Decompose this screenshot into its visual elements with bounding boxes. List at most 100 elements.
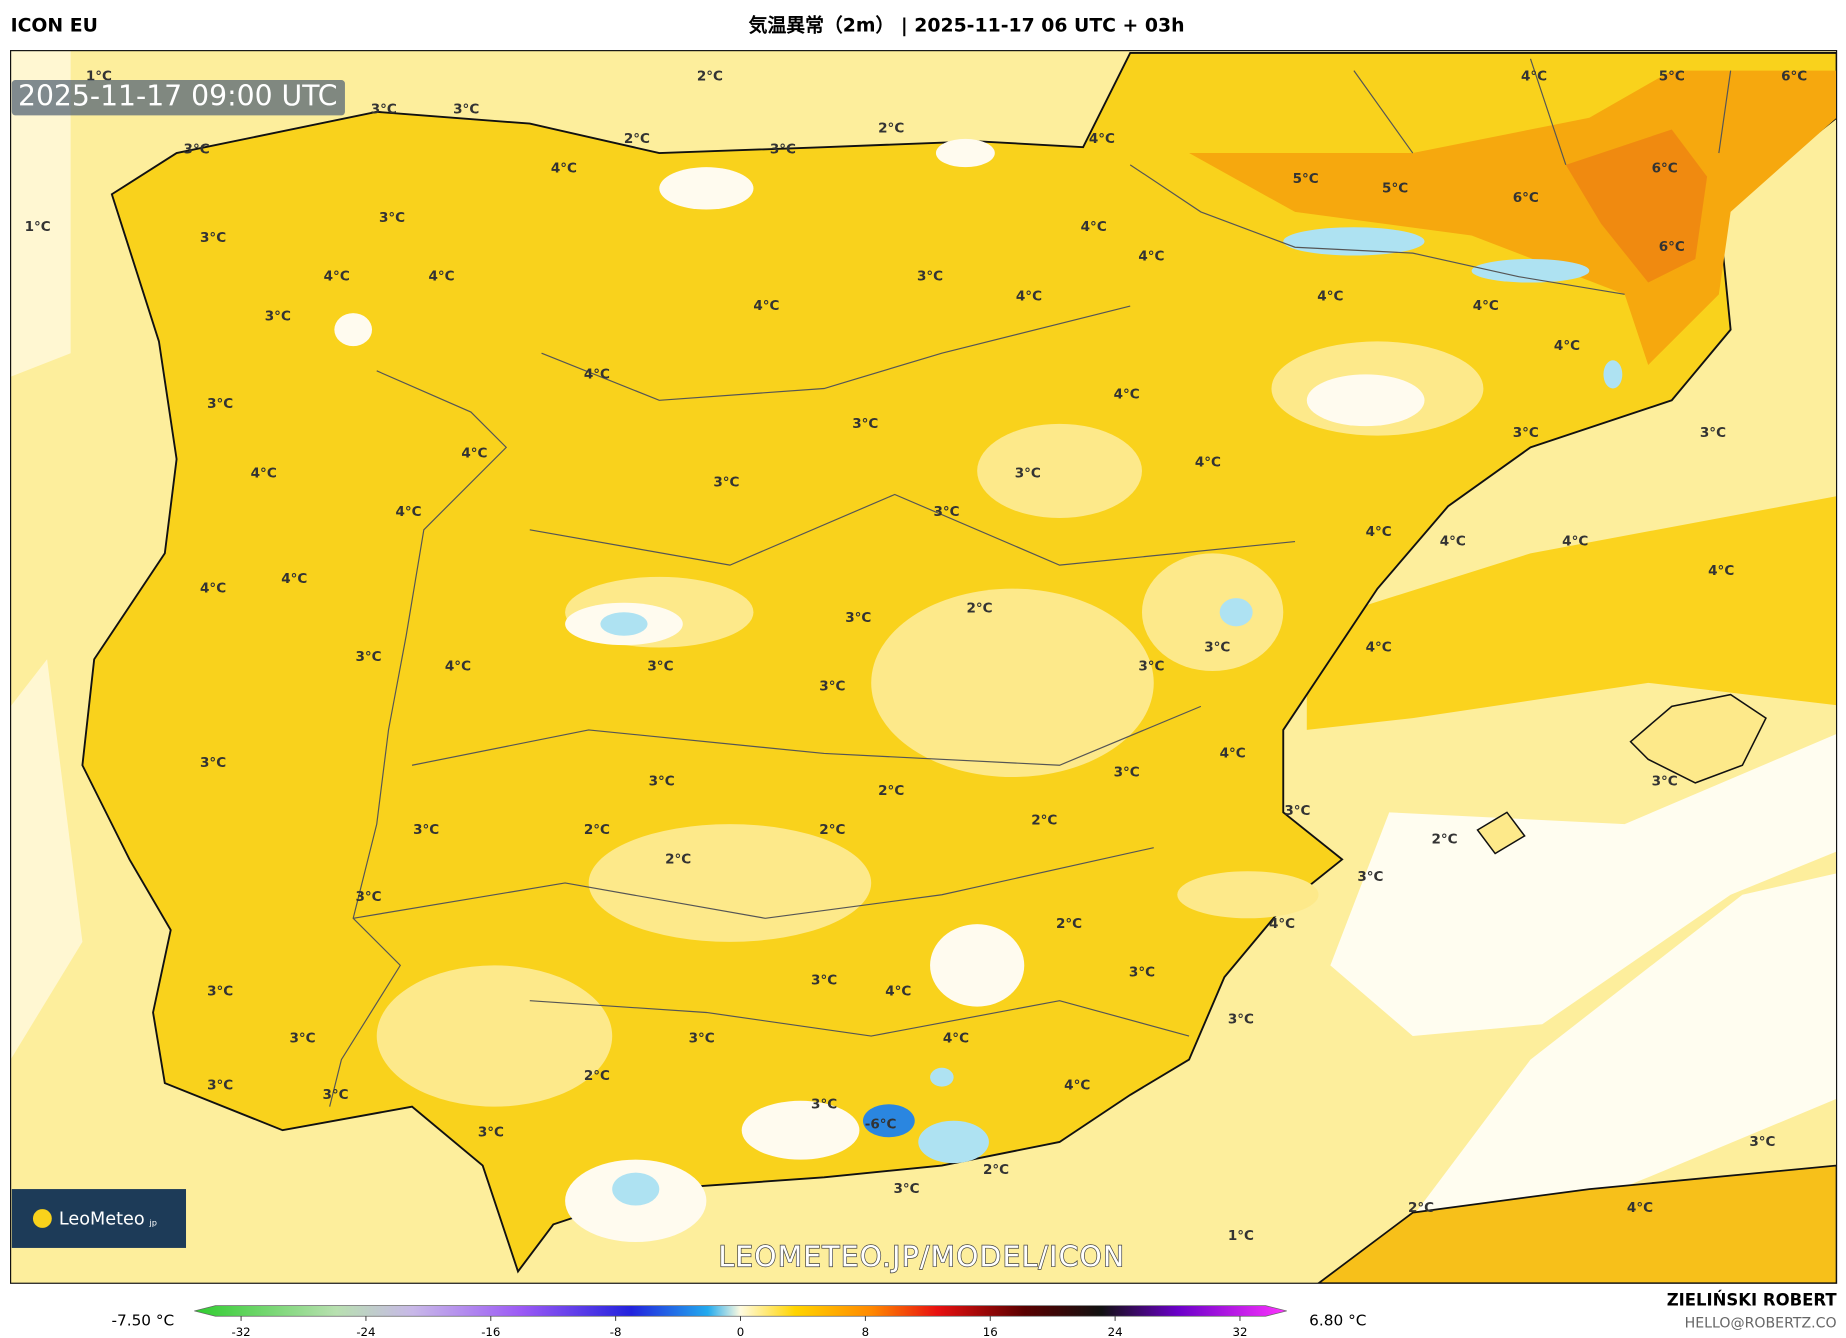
colorbar: -32 -24 -16 -8 0 8 16 24 32	[194, 1305, 1287, 1338]
contour-label: 2°C	[983, 1162, 1009, 1178]
logo-suffix: jp	[149, 1218, 158, 1228]
contour-label: 3°C	[1700, 425, 1726, 441]
contour-label: 2°C	[966, 601, 992, 617]
contour-label: 5°C	[1293, 171, 1319, 187]
contour-label: 4°C	[281, 571, 307, 587]
contour-label: 3°C	[1114, 764, 1140, 780]
contour-label: 4°C	[1220, 745, 1246, 761]
contour-label: 4°C	[1473, 298, 1499, 314]
contour-label: 4°C	[1366, 524, 1392, 540]
contour-label: 4°C	[461, 445, 487, 461]
colorbar-tick-label: 0	[737, 1325, 745, 1338]
colorbar-tick-label: -24	[356, 1325, 375, 1338]
contour-label: 3°C	[265, 309, 291, 325]
contour-label: 2°C	[878, 120, 904, 136]
contour-label: 6°C	[1652, 160, 1678, 176]
contour-label: 4°C	[1016, 289, 1042, 305]
contour-label: 3°C	[355, 889, 381, 905]
colorbar-max: 6.80 °C	[1309, 1311, 1366, 1329]
logo-text: LeoMeteo	[59, 1210, 145, 1230]
contour-label: 4°C	[885, 983, 911, 999]
contour-label: 3°C	[713, 475, 739, 491]
contour-label: 4°C	[1366, 640, 1392, 656]
contour-label: 4°C	[1627, 1200, 1653, 1216]
contour-label: 3°C	[371, 101, 397, 117]
contour-label: 3°C	[200, 755, 226, 771]
contour-label: 3°C	[1138, 658, 1164, 674]
contour-label: 4°C	[1521, 69, 1547, 85]
contour-label: 1°C	[25, 219, 51, 235]
author: ZIELIŃSKI ROBERT	[1667, 1290, 1838, 1309]
colorbar-tick-label: -32	[231, 1325, 250, 1338]
contour-label: 4°C	[395, 504, 421, 520]
cold-spot	[862, 1104, 915, 1138]
contour-label: 3°C	[917, 269, 943, 285]
contour-label: 4°C	[251, 465, 277, 481]
contour-label: 2°C	[819, 822, 845, 838]
negative-anomaly	[600, 227, 1623, 1206]
contour-label: 4°C	[200, 581, 226, 597]
contour-label: 3°C	[933, 504, 959, 520]
contour-label: 4°C	[1089, 131, 1115, 147]
contour-label: 4°C	[1064, 1077, 1090, 1093]
contour-label: 3°C	[1749, 1134, 1775, 1150]
weak-anomaly	[376, 341, 1484, 1107]
contour-label: 3°C	[379, 210, 405, 226]
logo-sun	[32, 1209, 52, 1228]
contour-label: 2°C	[1056, 916, 1082, 932]
contour-label: 3°C	[852, 416, 878, 432]
contour-label: 3°C	[1284, 803, 1310, 819]
colorbar-bar	[194, 1305, 1287, 1317]
contour-label: 2°C	[584, 1068, 610, 1084]
contour-label: 3°C	[413, 822, 439, 838]
contour-label: 2°C	[1408, 1200, 1434, 1216]
colorbar-tick-label: -16	[481, 1325, 500, 1338]
contour-label: 5°C	[1659, 69, 1685, 85]
watermark: LEOMETEO.JP/MODEL/ICON	[718, 1241, 1125, 1274]
contour-label: 3°C	[845, 610, 871, 626]
contour-label: 3°C	[184, 142, 210, 158]
contour-label: 3°C	[1513, 425, 1539, 441]
contour-label: 3°C	[1015, 465, 1041, 481]
contour-label: 3°C	[819, 678, 845, 694]
contour-label: 2°C	[1431, 831, 1457, 847]
contour-label: 4°C	[324, 269, 350, 285]
contour-label: 2°C	[1031, 813, 1057, 829]
warm-sea	[1306, 496, 1837, 730]
contour-label: 4°C	[1562, 534, 1588, 550]
contour-label: 4°C	[1081, 219, 1107, 235]
contour-label: -6°C	[865, 1116, 897, 1132]
contour-label: 4°C	[1317, 289, 1343, 305]
contour-label: 4°C	[428, 269, 454, 285]
contour-label: 3°C	[453, 101, 479, 117]
model-name: ICON EU	[11, 15, 98, 36]
contour-label: 3°C	[1357, 869, 1383, 885]
contour-label: 3°C	[647, 658, 673, 674]
contour-label: 3°C	[322, 1087, 348, 1103]
contour-label: 3°C	[355, 649, 381, 665]
colorbar-tick-label: 8	[862, 1325, 870, 1338]
contour-label: 6°C	[1513, 190, 1539, 206]
contour-label: 3°C	[770, 142, 796, 158]
white-area	[1330, 733, 1837, 1272]
contour-label: 4°C	[551, 160, 577, 176]
colorbar-tick-label: -8	[610, 1325, 622, 1338]
contour-label: 4°C	[1269, 916, 1295, 932]
contour-label: 3°C	[1204, 640, 1230, 656]
colorbar-tick-label: 16	[983, 1325, 998, 1338]
contour-label: 2°C	[697, 69, 723, 85]
colorbar-tick-label: 32	[1232, 1325, 1247, 1338]
contour-label: 4°C	[1554, 338, 1580, 354]
contour-label: 4°C	[1114, 386, 1140, 402]
contour-label: 4°C	[1440, 534, 1466, 550]
contour-label: 5°C	[1382, 180, 1408, 196]
contour-label: 3°C	[290, 1030, 316, 1046]
contour-label: 3°C	[1228, 1012, 1254, 1028]
contour-label: 3°C	[207, 396, 233, 412]
contour-label: 6°C	[1781, 69, 1807, 85]
colorbar-min: -7.50 °C	[111, 1311, 174, 1329]
north-africa	[1317, 1164, 1837, 1284]
contour-label: 3°C	[649, 774, 675, 790]
email: HELLO@ROBERTZ.CO	[1685, 1315, 1837, 1331]
contour-label: 3°C	[689, 1030, 715, 1046]
